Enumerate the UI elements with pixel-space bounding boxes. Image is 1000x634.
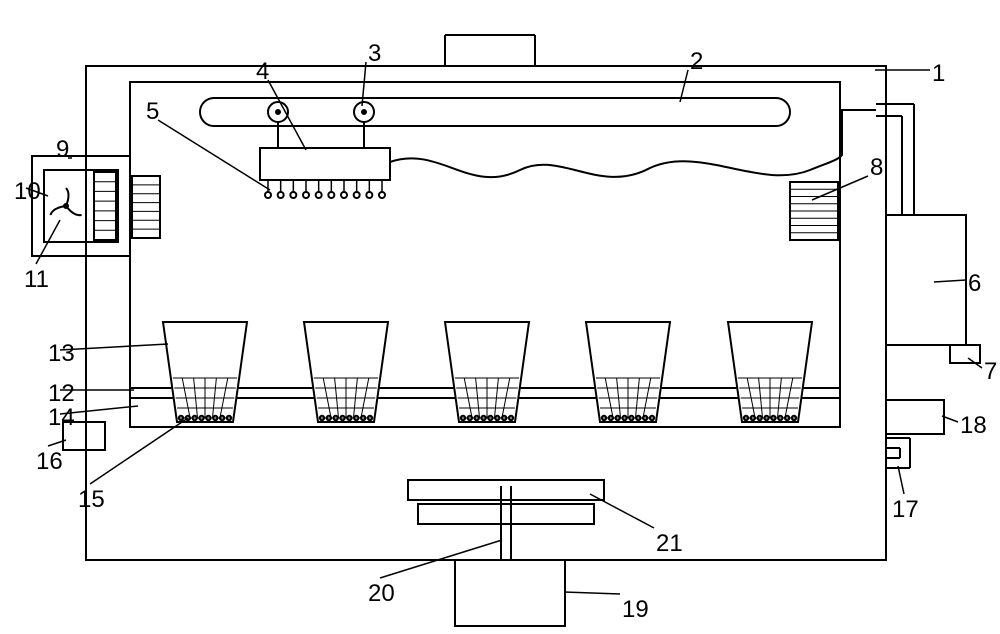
callout-label-3: 3 (368, 40, 381, 68)
diagram-canvas: 123456789101112131415161718192021 (0, 0, 1000, 634)
callout-label-1: 1 (932, 60, 945, 88)
callout-label-21: 21 (656, 530, 683, 558)
callout-label-7: 7 (984, 358, 997, 386)
callout-label-14: 14 (48, 404, 75, 432)
callout-label-10: 10 (14, 178, 41, 206)
callout-label-4: 4 (256, 58, 269, 86)
callout-label-2: 2 (690, 48, 703, 76)
callout-label-11: 11 (24, 266, 49, 294)
callout-label-20: 20 (368, 580, 395, 608)
callout-label-19: 19 (622, 596, 649, 624)
diagram-svg (0, 0, 1000, 634)
callout-label-15: 15 (78, 486, 105, 514)
callout-label-16: 16 (36, 448, 63, 476)
callout-label-18: 18 (960, 412, 987, 440)
callout-label-8: 8 (870, 154, 883, 182)
callout-label-5: 5 (146, 98, 159, 126)
callout-label-13: 13 (48, 340, 75, 368)
callout-label-17: 17 (892, 496, 919, 524)
callout-label-9: 9 (56, 136, 69, 164)
callout-label-6: 6 (968, 270, 981, 298)
